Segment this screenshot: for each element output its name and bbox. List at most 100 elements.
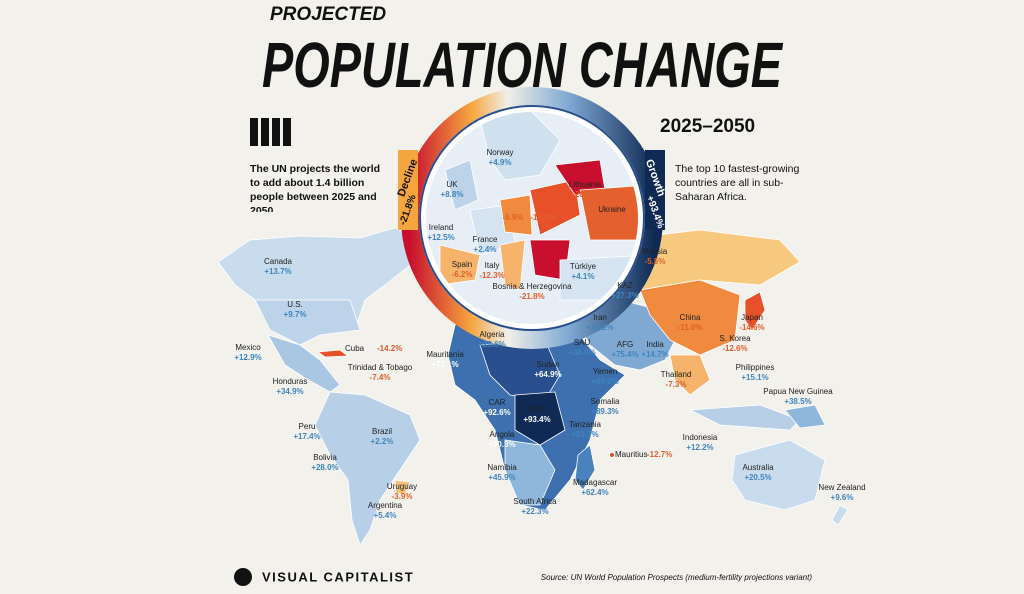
country-name: S. Korea [719, 334, 751, 343]
country-name: Lithuania [569, 180, 602, 189]
right-note-box: The top 10 fastest-growing countries are… [675, 163, 800, 203]
country-change: -21.8% [519, 292, 544, 301]
country-name: Mauritius [615, 450, 647, 459]
country-name: Russia [643, 247, 668, 256]
country-name: Peru [299, 422, 316, 431]
country-change: +34.9% [276, 387, 303, 396]
country-name: Japan [741, 313, 763, 322]
brand-logo [234, 568, 252, 586]
title: POPULATION CHANGE [262, 29, 784, 101]
country-change: -12.3% [479, 271, 504, 280]
country-change: +2.4% [474, 245, 497, 254]
country-name: Yemen [593, 367, 618, 376]
country-name: Spain [452, 260, 472, 269]
right-note: The top 10 fastest-growing countries are… [675, 163, 800, 203]
country-change: +17.4% [293, 432, 320, 441]
left-note-box: The UN projects the world to add about 1… [250, 163, 381, 212]
country-change: +45.9% [488, 473, 515, 482]
country-change: -7.4% [370, 373, 391, 382]
country-labels: Canada+13.7% U.S.+9.7% Mexico+12.9% Cuba -14… [234, 148, 865, 520]
country-change: +75.4% [611, 350, 638, 359]
country-name: Brazil [372, 427, 392, 436]
country-change: +64.9% [534, 370, 561, 379]
country-name: Honduras [273, 377, 308, 386]
country-name: Sudan [536, 360, 559, 369]
country-change: -17.9% [599, 215, 624, 224]
country-name: Ukraine [598, 205, 626, 214]
country-change: +13.7% [264, 267, 291, 276]
country-change: -14.2% [377, 344, 402, 353]
country-name: UK [446, 180, 458, 189]
country-name: Canada [264, 257, 293, 266]
country-change: +92.6% [483, 408, 510, 417]
decline-box [398, 150, 418, 230]
country-change: +2.2% [371, 437, 394, 446]
country-name: Indonesia [683, 433, 718, 442]
country-name: Uruguay [387, 482, 417, 491]
country-change: -12.7% [647, 450, 672, 459]
country-change: +77.1% [431, 360, 458, 369]
country-change: +38.5% [784, 397, 811, 406]
country-name: France [473, 235, 498, 244]
people-icon [250, 118, 291, 146]
country-change: +25.6% [478, 340, 505, 349]
country-change: -6.2% [452, 270, 473, 279]
country-change: -14.6% [739, 323, 764, 332]
country-name: AFG [617, 340, 633, 349]
country-name: Argentina [368, 501, 403, 510]
country-name: Mexico [235, 343, 261, 352]
country-name: Bolivia [313, 453, 337, 462]
country-change: -14.0% [530, 213, 555, 222]
country-name: Trinidad & Tobago [348, 363, 413, 372]
country-change: +90.3% [488, 440, 515, 449]
country-change: -7.3% [666, 380, 687, 389]
country-name: Tanzania [569, 420, 602, 429]
country-change: -20.2% [572, 190, 597, 199]
landmasses [217, 227, 849, 546]
country-name: Philippines [736, 363, 775, 372]
country-name: Mauritania [426, 350, 464, 359]
growth-box [645, 150, 665, 230]
country-name: Thailand [661, 370, 692, 379]
left-note: The UN projects the world to add about 1… [250, 163, 381, 212]
country-change: +12.9% [234, 353, 261, 362]
country-change: +27.3% [611, 291, 638, 300]
country-name: Cuba [345, 344, 365, 353]
country-name: DRC [528, 405, 546, 414]
country-change: -3.9% [392, 492, 413, 501]
country-name: KAZ [617, 281, 633, 290]
country-change: +69.9% [591, 377, 618, 386]
country-change: +12.5% [427, 233, 454, 242]
country-change: +83.7% [571, 430, 598, 439]
europe-lens: -21.8% Decline Growth +93.4% [396, 87, 667, 349]
country-change: +20.5% [744, 473, 771, 482]
country-name: Türkiye [570, 262, 597, 271]
country-name: CAR [489, 398, 506, 407]
country-change: +62.4% [581, 488, 608, 497]
country-name: Algeria [480, 330, 505, 339]
country-name: Norway [486, 148, 513, 157]
country-name: India [646, 340, 664, 349]
country-change: -5.5% [645, 257, 666, 266]
country-change: +28.0% [311, 463, 338, 472]
country-name: Ireland [429, 223, 453, 232]
country-change: +4.9% [489, 158, 512, 167]
country-change: +89.3% [591, 407, 618, 416]
country-name: Somalia [591, 397, 620, 406]
country-change: +22.3% [521, 507, 548, 516]
country-change: +4.1% [572, 272, 595, 281]
country-name: Australia [742, 463, 774, 472]
country-name: Madagascar [573, 478, 617, 487]
source: Source: UN World Population Prospects (m… [541, 573, 813, 582]
country-name: South Africa [513, 497, 557, 506]
period: 2025–2050 [660, 116, 755, 137]
country-change: +15.1% [741, 373, 768, 382]
country-name: Italy [485, 261, 500, 270]
country-name: China [680, 313, 701, 322]
country-change: +5.4% [374, 511, 397, 520]
country-name: Iran [593, 313, 607, 322]
country-name: Namibia [487, 463, 517, 472]
country-name: Papua New Guinea [763, 387, 833, 396]
country-change: +12.2% [686, 443, 713, 452]
